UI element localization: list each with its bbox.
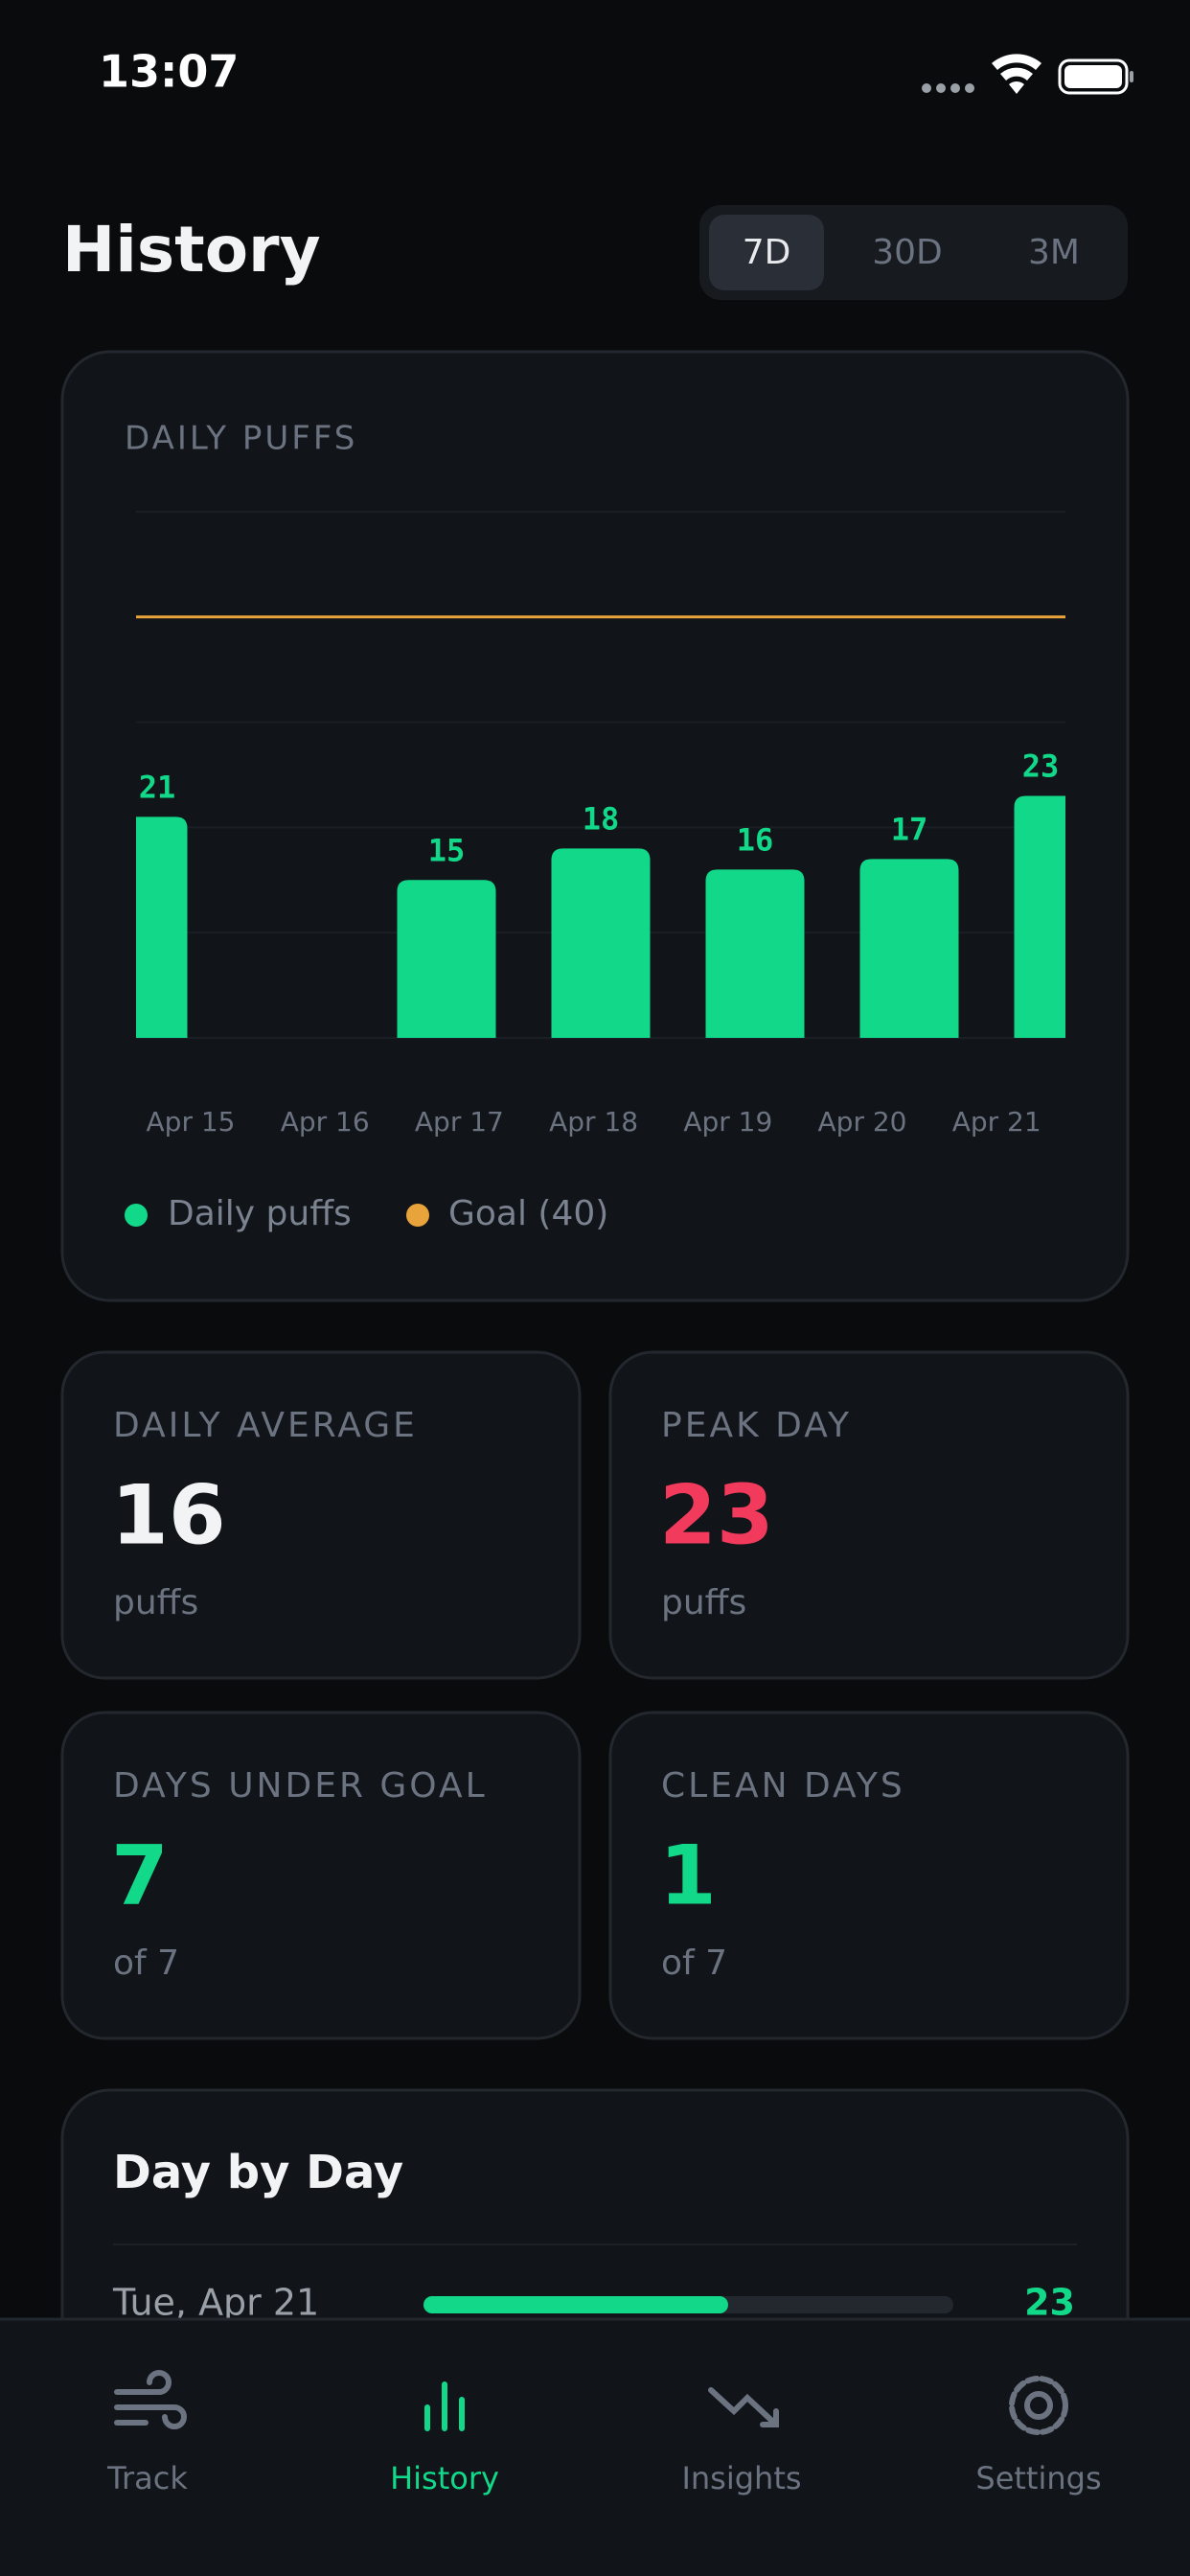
stat-card: [60, 1711, 582, 2040]
stat-label: CLEAN DAYS: [661, 1766, 905, 1806]
stat-label: DAYS UNDER GOAL: [113, 1766, 488, 1806]
history-icon[interactable]: [424, 2381, 465, 2431]
status-icons: [922, 54, 1133, 95]
stat-value: 1: [659, 1828, 717, 1923]
data-label: 15: [428, 832, 466, 868]
nav-bar: [0, 2318, 1190, 2576]
chart: 21 15 18 16 17 23 Apr 15 Apr 16 Apr 17 Apr 18 Apr …: [125, 511, 1065, 1233]
stat-value: 7: [111, 1828, 169, 1923]
bar: [397, 880, 496, 1038]
nav-labels: Track History Insights Settings: [106, 2460, 1101, 2496]
bars: [136, 795, 1065, 1038]
stat-label: DAILY AVERAGE: [113, 1406, 418, 1445]
legend-label: Goal (40): [448, 1194, 608, 1233]
stat-card: [608, 1711, 1130, 2040]
x-tick-label: Apr 19: [683, 1106, 772, 1138]
stat-value: 23: [659, 1467, 774, 1563]
day-value: 23: [1024, 2282, 1075, 2324]
stat-cards: DAILY AVERAGE 16 puffs PEAK DAY 23 puffs DAYS …: [60, 1350, 1130, 2040]
legend-label: Daily puffs: [168, 1194, 352, 1233]
stat-card: [608, 1350, 1130, 1680]
nav-label[interactable]: Insights: [681, 2460, 801, 2496]
status-time: 13:07: [99, 46, 239, 98]
stat-unit: puffs: [113, 1583, 198, 1622]
nav-label[interactable]: Settings: [975, 2460, 1101, 2496]
x-tick-label: Apr 15: [147, 1106, 236, 1138]
bar: [859, 859, 959, 1038]
x-tick-label: Apr 17: [415, 1106, 504, 1138]
nav-label[interactable]: Track: [106, 2460, 188, 2496]
chart-title: DAILY PUFFS: [125, 420, 357, 458]
data-label: 21: [139, 769, 176, 805]
data-label: 23: [1022, 748, 1060, 784]
nav-label[interactable]: History: [390, 2460, 499, 2496]
data-label: 17: [891, 811, 928, 847]
stat-card: [60, 1350, 582, 1680]
insights-icon[interactable]: [708, 2387, 779, 2427]
legend-swatch: [125, 1204, 148, 1227]
bar: [705, 869, 805, 1038]
chart-card: [60, 350, 1130, 1302]
day-date: Tue, Apr 21: [112, 2282, 319, 2324]
bar: [551, 848, 651, 1038]
range-option[interactable]: 30D: [872, 233, 943, 272]
x-tick-label: Apr 20: [818, 1106, 907, 1138]
data-label: 18: [583, 800, 620, 837]
day-bar: [423, 2296, 728, 2313]
range-options: 7D 30D 3M: [709, 215, 1080, 290]
page-title: History: [62, 213, 321, 287]
stat-value: 16: [111, 1467, 226, 1563]
data-label: 16: [737, 821, 774, 858]
day-card-title: Day by Day: [113, 2146, 403, 2199]
stat-unit: puffs: [661, 1583, 746, 1622]
legend-swatch: [406, 1204, 429, 1227]
stat-unit: of 7: [113, 1944, 179, 1983]
x-tick-label: Apr 16: [281, 1106, 370, 1138]
stat-label: PEAK DAY: [661, 1406, 852, 1445]
range-option[interactable]: 7D: [743, 233, 791, 272]
range-option[interactable]: 3M: [1028, 233, 1080, 272]
stat-unit: of 7: [661, 1944, 727, 1983]
bar: [136, 816, 188, 1038]
x-tick-label: Apr 21: [952, 1106, 1041, 1138]
bar: [1014, 795, 1065, 1038]
day-rows: Tue, Apr 21 23: [112, 2282, 1075, 2324]
track-icon[interactable]: [114, 2370, 187, 2429]
x-tick-label: Apr 18: [549, 1106, 638, 1138]
settings-icon[interactable]: [1009, 2376, 1068, 2435]
range-active: [709, 215, 824, 290]
